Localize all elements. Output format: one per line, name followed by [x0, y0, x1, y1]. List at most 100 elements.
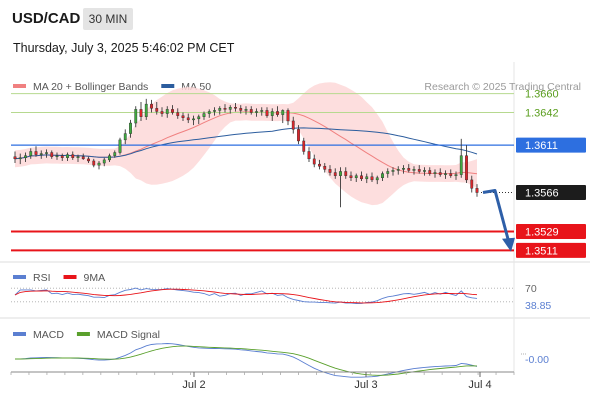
candle: [207, 109, 211, 118]
candle: [123, 129, 127, 145]
candle: [260, 107, 264, 116]
candle: [29, 148, 33, 159]
candle: [349, 171, 353, 181]
legend-swatch-1: [161, 84, 175, 88]
rsi-line: [14, 287, 478, 304]
rsi-legend-label-0: RSI: [33, 272, 51, 284]
candle: [276, 106, 279, 117]
macd-signal-line: [15, 345, 478, 376]
candle: [108, 153, 111, 162]
ma50-line: [14, 127, 478, 160]
candle: [102, 157, 106, 167]
candle: [76, 154, 80, 162]
candle: [213, 107, 216, 116]
candle: [18, 153, 22, 165]
candle: [307, 147, 311, 162]
candle: [202, 111, 206, 120]
candle: [155, 102, 159, 115]
candle: [255, 108, 258, 117]
rsi-legend-swatch-0: [13, 275, 26, 279]
candle: [286, 108, 290, 126]
candle: [412, 166, 416, 175]
candle: [297, 125, 300, 145]
candle: [181, 112, 185, 121]
candle: [160, 107, 164, 117]
candle: [417, 165, 421, 174]
candle: [71, 151, 75, 160]
pivot-label: 1.3611: [525, 140, 558, 152]
candle: [438, 168, 442, 177]
x-tick-label-1: Jul 3: [354, 379, 377, 391]
candle: [391, 167, 395, 176]
pivot-label-bg: [516, 137, 586, 153]
candle: [402, 165, 405, 174]
rsi-ma-line: [14, 288, 478, 304]
candle: [354, 173, 358, 182]
rsi-legend-label-1: 9MA: [84, 272, 106, 284]
last-price-label: 1.3566: [525, 188, 559, 200]
rsi-value-label: 38.85: [525, 300, 551, 312]
candle: [87, 156, 90, 164]
bollinger-band: [15, 82, 477, 206]
candle: [370, 172, 374, 182]
candle: [176, 108, 180, 119]
candle: [339, 167, 342, 208]
candle: [218, 106, 222, 115]
candle: [291, 116, 295, 134]
x-tick-label-2: Jul 4: [468, 379, 491, 391]
forecast-arrow-shaft: [482, 189, 511, 244]
candle: [312, 154, 316, 168]
candle: [113, 150, 117, 158]
candle: [381, 171, 384, 181]
candle: [444, 170, 447, 179]
candle: [407, 164, 411, 173]
candle: [55, 152, 59, 160]
candle: [433, 169, 437, 178]
macd-value-label: -0.00: [525, 354, 549, 366]
candle: [118, 137, 122, 155]
candle: [39, 150, 43, 159]
resistance-label-0: 1.3660: [525, 89, 559, 101]
candle: [323, 163, 327, 173]
rsi-level-label-70: 70: [525, 283, 537, 295]
candle: [328, 165, 332, 176]
support-1-label: 1.3511: [525, 245, 558, 257]
x-tick-label-0: Jul 2: [182, 379, 205, 391]
candle: [66, 152, 69, 161]
candle: [318, 159, 321, 170]
macd-legend-swatch-1: [76, 332, 90, 336]
candle: [228, 105, 232, 114]
candle: [50, 150, 54, 159]
candle: [97, 160, 101, 170]
candle: [134, 106, 138, 128]
candle: [81, 153, 85, 160]
candle: [302, 137, 306, 155]
candle: [386, 168, 390, 178]
candle: [129, 119, 132, 138]
candle: [144, 98, 148, 120]
candle: [465, 145, 468, 184]
support-0-label: 1.3529: [525, 226, 559, 238]
candle: [192, 115, 195, 126]
symbol-title: USD/CAD: [12, 10, 81, 27]
datetime-label: Thursday, July 3, 2025 5:46:02 PM CET: [13, 41, 235, 55]
candle: [234, 103, 237, 112]
candle: [365, 173, 369, 184]
macd-legend-label-0: MACD: [33, 329, 64, 341]
legend-swatch-0: [13, 84, 26, 88]
macd-legend-swatch-0: [13, 332, 26, 336]
candle: [459, 138, 463, 178]
candle: [92, 158, 96, 168]
candle: [24, 152, 27, 162]
support-1-label-bg: [516, 242, 586, 258]
candle: [139, 102, 143, 121]
candle: [344, 167, 348, 179]
rsi-legend-swatch-1: [63, 275, 77, 279]
candle: [270, 108, 274, 121]
candle: [165, 106, 169, 118]
interval-badge[interactable]: 30 MIN: [83, 8, 133, 30]
candle: [186, 113, 190, 124]
candle: [470, 175, 474, 193]
candle: [423, 167, 426, 176]
